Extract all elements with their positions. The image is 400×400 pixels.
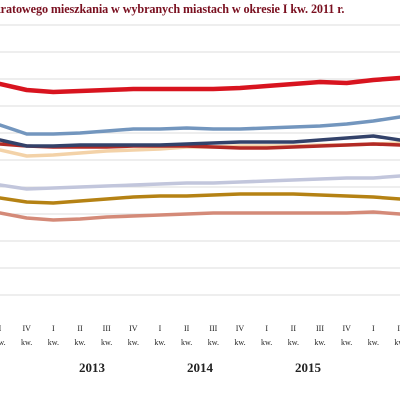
series-line-1 (0, 115, 400, 136)
year-label-2013: 2013 (79, 360, 106, 375)
x-tick-label-11: II kw. (288, 324, 299, 347)
grid-lines (0, 24, 400, 296)
x-tick-label-13: IV kw. (341, 324, 352, 347)
x-tick-label-0: Ikw. (0, 324, 6, 347)
x-tick-label-3: II kw. (74, 324, 85, 347)
year-label-2015: 2015 (295, 360, 322, 375)
year-label-2014: 2014 (187, 360, 214, 375)
x-tick-label-12: III kw. (314, 324, 325, 347)
series-line-5 (0, 174, 400, 191)
x-tick-label-9: IV kw. (234, 324, 245, 347)
x-tick-label-4: III kw. (101, 324, 112, 347)
x-tick-label-8: III kw. (208, 324, 219, 347)
x-tick-label-7: II kw. (181, 324, 192, 347)
series-line-0 (0, 75, 400, 95)
x-tick-label-1: IV kw. (21, 324, 32, 347)
series-line-6 (0, 192, 400, 205)
chart-title: kratowego mieszkania w wybranych miastac… (0, 2, 345, 16)
x-tick-label-5: IV kw. (128, 324, 139, 347)
series-line-2 (0, 134, 400, 148)
series-line-7 (0, 210, 400, 222)
series-lines (0, 75, 400, 222)
